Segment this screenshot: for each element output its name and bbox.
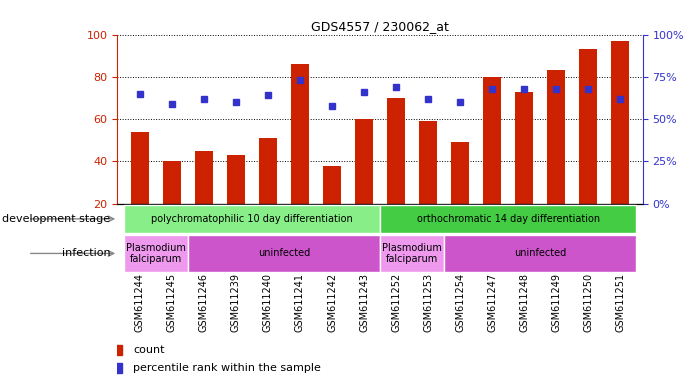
- Bar: [188, 235, 380, 272]
- Text: uninfected: uninfected: [258, 248, 310, 258]
- Bar: [579, 49, 597, 204]
- Text: GSM611245: GSM611245: [167, 273, 177, 332]
- Text: GSM611248: GSM611248: [519, 273, 529, 332]
- Text: percentile rank within the sample: percentile rank within the sample: [133, 362, 321, 373]
- Text: GSM611240: GSM611240: [263, 273, 273, 332]
- Bar: [380, 235, 444, 272]
- Bar: [515, 91, 533, 204]
- Bar: [483, 77, 501, 204]
- Bar: [419, 121, 437, 204]
- Bar: [124, 235, 188, 272]
- Bar: [355, 119, 373, 204]
- Text: GSM611243: GSM611243: [359, 273, 369, 332]
- Bar: [291, 64, 309, 204]
- Bar: [451, 142, 469, 204]
- Bar: [380, 205, 636, 233]
- Bar: [227, 155, 245, 204]
- Text: GSM611247: GSM611247: [487, 273, 497, 332]
- Text: GSM611253: GSM611253: [423, 273, 433, 332]
- Text: GSM611244: GSM611244: [135, 273, 145, 332]
- Text: Plasmodium
falciparum: Plasmodium falciparum: [126, 243, 186, 264]
- Text: orthochromatic 14 day differentiation: orthochromatic 14 day differentiation: [417, 214, 600, 224]
- Bar: [259, 138, 277, 204]
- Text: count: count: [133, 345, 164, 356]
- Text: GSM611254: GSM611254: [455, 273, 465, 332]
- Text: GSM611250: GSM611250: [583, 273, 593, 332]
- Text: GSM611249: GSM611249: [551, 273, 561, 332]
- Text: uninfected: uninfected: [514, 248, 567, 258]
- Bar: [195, 151, 213, 204]
- Text: GSM611241: GSM611241: [295, 273, 305, 332]
- Title: GDS4557 / 230062_at: GDS4557 / 230062_at: [311, 20, 449, 33]
- Text: Plasmodium
falciparum: Plasmodium falciparum: [382, 243, 442, 264]
- Text: GSM611252: GSM611252: [391, 273, 401, 332]
- Bar: [323, 166, 341, 204]
- Bar: [131, 132, 149, 204]
- Text: infection: infection: [62, 248, 111, 258]
- Bar: [163, 161, 181, 204]
- Bar: [444, 235, 636, 272]
- Bar: [547, 70, 565, 204]
- Text: GSM611239: GSM611239: [231, 273, 241, 332]
- Bar: [387, 98, 405, 204]
- Text: GSM611246: GSM611246: [199, 273, 209, 332]
- Bar: [612, 41, 629, 204]
- Text: development stage: development stage: [3, 214, 111, 224]
- Text: GSM611242: GSM611242: [327, 273, 337, 332]
- Text: polychromatophilic 10 day differentiation: polychromatophilic 10 day differentiatio…: [151, 214, 353, 224]
- Bar: [124, 205, 380, 233]
- Text: GSM611251: GSM611251: [615, 273, 625, 332]
